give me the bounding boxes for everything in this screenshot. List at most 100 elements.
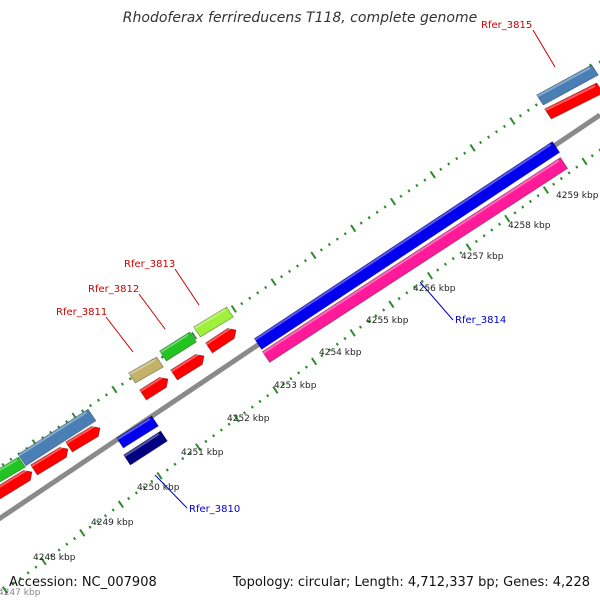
- kbp-label: 4257 kbp: [461, 252, 504, 262]
- minor-tick: [367, 216, 371, 220]
- major-tick: [111, 385, 118, 394]
- kbp-label: 4256 kbp: [413, 284, 456, 294]
- cds-rfer-3812-bar[interactable]: [170, 353, 205, 381]
- feature-labels: Rfer_3815 Rfer_3813 Rfer_3812 Rfer_3811 Rfer…: [56, 20, 556, 515]
- major-tick: [509, 117, 516, 125]
- major-tick: [230, 305, 237, 313]
- cds-rfer-3811-bar[interactable]: [139, 376, 169, 401]
- minor-tick: [526, 108, 530, 112]
- minor-tick: [264, 285, 268, 290]
- gene-label[interactable]: Rfer_3814: [455, 315, 506, 326]
- minor-tick: [11, 582, 15, 586]
- kbp-label: 4255 kbp: [366, 316, 409, 326]
- minor-tick: [104, 393, 109, 397]
- feature-track[interactable]: [0, 64, 600, 500]
- leader-line: [105, 316, 134, 353]
- gene-rfer-3811-bar[interactable]: [128, 356, 164, 384]
- minor-tick: [72, 536, 77, 541]
- gene-label[interactable]: Rfer_3812: [88, 284, 139, 295]
- minor-tick: [250, 405, 254, 409]
- major-tick: [270, 278, 277, 286]
- minor-tick: [49, 554, 53, 558]
- minor-tick: [34, 565, 38, 569]
- major-tick: [233, 414, 240, 423]
- kbp-label: 4251 kbp: [181, 448, 224, 458]
- gene-rfer-3815-bar[interactable]: [536, 64, 599, 106]
- minor-tick: [359, 221, 363, 225]
- minor-tick: [358, 325, 363, 329]
- major-tick: [1, 586, 9, 594]
- minor-tick: [1, 462, 5, 467]
- kbp-label: 4247 kbp: [0, 588, 41, 598]
- minor-tick: [383, 205, 387, 209]
- minor-tick: [248, 296, 252, 300]
- gene-pink-bar[interactable]: [261, 157, 569, 363]
- minor-tick: [295, 264, 300, 268]
- minor-tick: [447, 162, 451, 166]
- minor-tick: [120, 382, 124, 386]
- gene-rfer-3814-bar[interactable]: [253, 141, 561, 350]
- minor-tick: [304, 365, 308, 369]
- minor-tick: [486, 135, 491, 139]
- leader-line: [174, 268, 200, 306]
- minor-tick: [281, 382, 285, 386]
- kbp-label: 4252 kbp: [227, 414, 270, 424]
- minor-tick: [382, 308, 386, 312]
- gene-rfer-3813-bar[interactable]: [193, 306, 234, 338]
- minor-tick: [204, 439, 208, 444]
- gene-label[interactable]: Rfer_3815: [481, 20, 532, 31]
- gene-label[interactable]: Rfer_3810: [189, 504, 240, 515]
- gene-label[interactable]: Rfer_3813: [124, 259, 175, 270]
- minor-tick: [65, 542, 69, 546]
- minor-tick: [552, 182, 556, 186]
- minor-tick: [219, 428, 223, 432]
- minor-tick: [240, 301, 244, 306]
- minor-tick: [128, 377, 132, 381]
- minor-tick: [518, 114, 522, 118]
- minor-tick: [534, 103, 538, 107]
- gene-label[interactable]: Rfer_3811: [56, 307, 107, 318]
- cds-left-3-bar[interactable]: [65, 425, 101, 453]
- cds-left-2-bar[interactable]: [30, 446, 69, 476]
- major-tick: [350, 224, 357, 233]
- kbp-label: 4249 kbp: [91, 518, 134, 528]
- gene-rfer-3810-bar[interactable]: [116, 415, 159, 449]
- minor-tick: [343, 336, 347, 341]
- minor-tick: [134, 491, 138, 495]
- cds-left-1-bar[interactable]: [0, 469, 33, 500]
- minor-tick: [103, 514, 108, 518]
- minor-tick: [335, 237, 339, 241]
- kbp-label: 4253 kbp: [274, 381, 317, 391]
- major-tick: [156, 471, 163, 480]
- minor-tick: [327, 348, 332, 352]
- minor-tick: [81, 409, 85, 413]
- minor-tick: [327, 242, 331, 247]
- minor-tick: [494, 130, 499, 134]
- major-tick: [429, 170, 436, 179]
- leader-line: [138, 293, 166, 330]
- minor-tick: [160, 355, 164, 359]
- gene-green-edge-bar[interactable]: [0, 456, 26, 483]
- gene-navy-bar[interactable]: [123, 430, 168, 466]
- minor-tick: [455, 156, 459, 161]
- gene-steelblue-left-bar[interactable]: [17, 408, 97, 467]
- minor-tick: [26, 571, 30, 575]
- major-tick: [311, 357, 318, 366]
- gene-rfer-3812-bar[interactable]: [159, 331, 197, 362]
- major-tick: [310, 251, 317, 260]
- minor-tick: [297, 371, 301, 375]
- minor-tick: [399, 194, 403, 198]
- minor-tick: [463, 151, 467, 155]
- minor-tick: [397, 296, 401, 301]
- minor-tick: [436, 268, 440, 272]
- major-tick: [117, 500, 124, 509]
- cds-rfer-3813-bar[interactable]: [205, 327, 237, 354]
- minor-tick: [88, 525, 92, 529]
- cds-rfer-3815-bar[interactable]: [544, 82, 600, 120]
- minor-tick: [9, 457, 13, 461]
- accession-text: Accession: NC_007908: [9, 575, 157, 590]
- minor-tick: [439, 167, 443, 172]
- minor-tick: [319, 248, 323, 252]
- minor-tick: [405, 291, 409, 295]
